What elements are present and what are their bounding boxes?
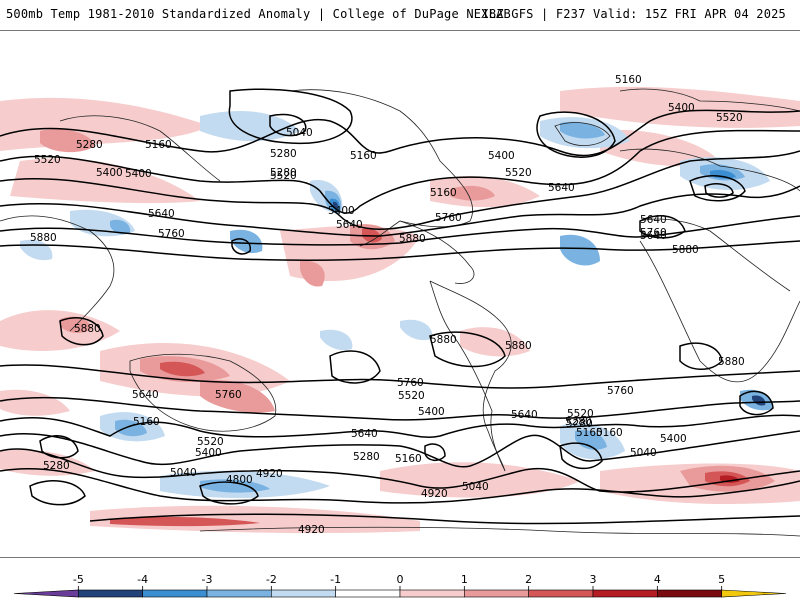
contour-label: 5640	[351, 428, 378, 440]
contour-label: 5880	[74, 323, 101, 335]
colorbar-tick-label: -4	[137, 573, 148, 586]
contour-label: 5160	[576, 427, 603, 439]
contour-label: 5640	[336, 219, 363, 231]
contour-label: 5640	[548, 182, 575, 194]
contour-label: 5760	[607, 385, 634, 397]
contour-label: 5880	[399, 233, 426, 245]
contour-label: 5280	[270, 167, 297, 179]
colorbar-tick-label: -3	[202, 573, 213, 586]
contour-label: 5880	[718, 356, 745, 368]
colorbar-tick-label: 5	[718, 573, 725, 586]
contour-label: 5520	[197, 436, 224, 448]
colorbar-tick-label: 0	[397, 573, 404, 586]
colorbar-segment	[464, 589, 529, 598]
contour-label: 5760	[397, 377, 424, 389]
contour-label: 5160	[133, 416, 160, 428]
contour-label: 5880	[672, 244, 699, 256]
model-run-info: 18Z GFS | F237 Valid: 15Z FRI APR 04 202…	[481, 7, 786, 21]
colorbar-segment	[657, 589, 722, 598]
anomaly-colorbar: -5 -4 -3 -2 -1 0 1 2 3 4 5	[0, 572, 800, 600]
colorbar-tick-label: 2	[525, 573, 532, 586]
contour-label: 5640	[132, 389, 159, 401]
contour-label: 5280	[270, 148, 297, 160]
contour-label: 5520	[270, 170, 297, 182]
contour-label: 5040	[170, 467, 197, 479]
contour-label: 5400	[668, 102, 695, 114]
contour-label: 5880	[30, 232, 57, 244]
colorbar-segment	[271, 589, 336, 598]
contour-label: 5400	[195, 447, 222, 459]
map-header: 500mb Temp 1981-2010 Standardized Anomal…	[0, 0, 800, 30]
colorbar-segment	[721, 589, 787, 598]
contour-label: 5280	[43, 460, 70, 472]
contour-label: 5520	[567, 408, 594, 420]
contour-label: 5640	[640, 230, 667, 242]
contour-label: 5280	[565, 416, 592, 428]
contour-label: 5760	[435, 212, 462, 224]
colorbar-svg: -5 -4 -3 -2 -1 0 1 2 3 4 5	[13, 573, 787, 598]
colorbar-segments	[13, 589, 787, 598]
coastlines	[0, 88, 800, 537]
contour-label: 5400	[418, 406, 445, 418]
contour-label: 5640	[148, 208, 175, 220]
contour-label: 5160	[596, 427, 623, 439]
contour-label: 4920	[256, 468, 283, 480]
contour-label: 5160	[350, 150, 377, 162]
contour-label: 5760	[215, 389, 242, 401]
contour-label: 5040	[462, 481, 489, 493]
contour-label: 5400	[125, 168, 152, 180]
colorbar-segment	[13, 589, 79, 598]
colorbar-segment	[335, 589, 401, 598]
contour-label: 5280	[566, 418, 593, 430]
contour-label: 5160	[395, 453, 422, 465]
contour-label: 4800	[226, 474, 253, 486]
contour-label: 5160	[145, 139, 172, 151]
contour-label: 5640	[511, 409, 538, 421]
colorbar-tick-label: -5	[73, 573, 84, 586]
colorbar-segment	[528, 589, 594, 598]
contour-label: 5400	[96, 167, 123, 179]
contour-label: 5520	[398, 390, 425, 402]
colorbar-tick-label: -1	[330, 573, 341, 586]
contour-label: 5400	[488, 150, 515, 162]
contour-label: 5520	[716, 112, 743, 124]
colorbar-ticks	[77, 586, 723, 590]
colorbar-segment	[399, 589, 465, 598]
colorbar-tick-label: 1	[461, 573, 468, 586]
contour-label: 5280	[76, 139, 103, 151]
colorbar-tick-label: 3	[590, 573, 597, 586]
contour-label-layer: 5160 5400 5520 5040 5280 5160 5520 5400 …	[30, 74, 745, 536]
contour-label: 5280	[353, 451, 380, 463]
colorbar-labels: -5 -4 -3 -2 -1 0 1 2 3 4 5	[73, 573, 725, 586]
map-svg: 5160 5400 5520 5040 5280 5160 5520 5400 …	[0, 31, 800, 557]
contour-label: 5040	[286, 127, 313, 139]
contour-label: 5760	[640, 227, 667, 239]
height-contours	[0, 88, 800, 525]
anomaly-map: 5160 5400 5520 5040 5280 5160 5520 5400 …	[0, 30, 800, 558]
colorbar-segment	[78, 589, 143, 598]
contour-label: 5400	[328, 205, 355, 217]
colorbar-tick-label: 4	[654, 573, 661, 586]
colorbar-segment	[142, 589, 208, 598]
contour-label: 4920	[421, 488, 448, 500]
contour-label: 5880	[430, 334, 457, 346]
map-title: 500mb Temp 1981-2010 Standardized Anomal…	[6, 7, 511, 21]
contour-label: 5040	[630, 447, 657, 459]
colorbar-segment	[592, 589, 658, 598]
contour-label: 5760	[158, 228, 185, 240]
colorbar-tick-label: -2	[266, 573, 277, 586]
colorbar-segment	[206, 589, 272, 598]
contour-label: 5160	[615, 74, 642, 86]
contour-label: 5520	[505, 167, 532, 179]
contour-label: 5520	[34, 154, 61, 166]
contour-label: 4920	[298, 524, 325, 536]
contour-label: 5400	[660, 433, 687, 445]
contour-label: 5880	[505, 340, 532, 352]
contour-label: 5160	[430, 187, 457, 199]
contour-label: 5640	[640, 214, 667, 226]
